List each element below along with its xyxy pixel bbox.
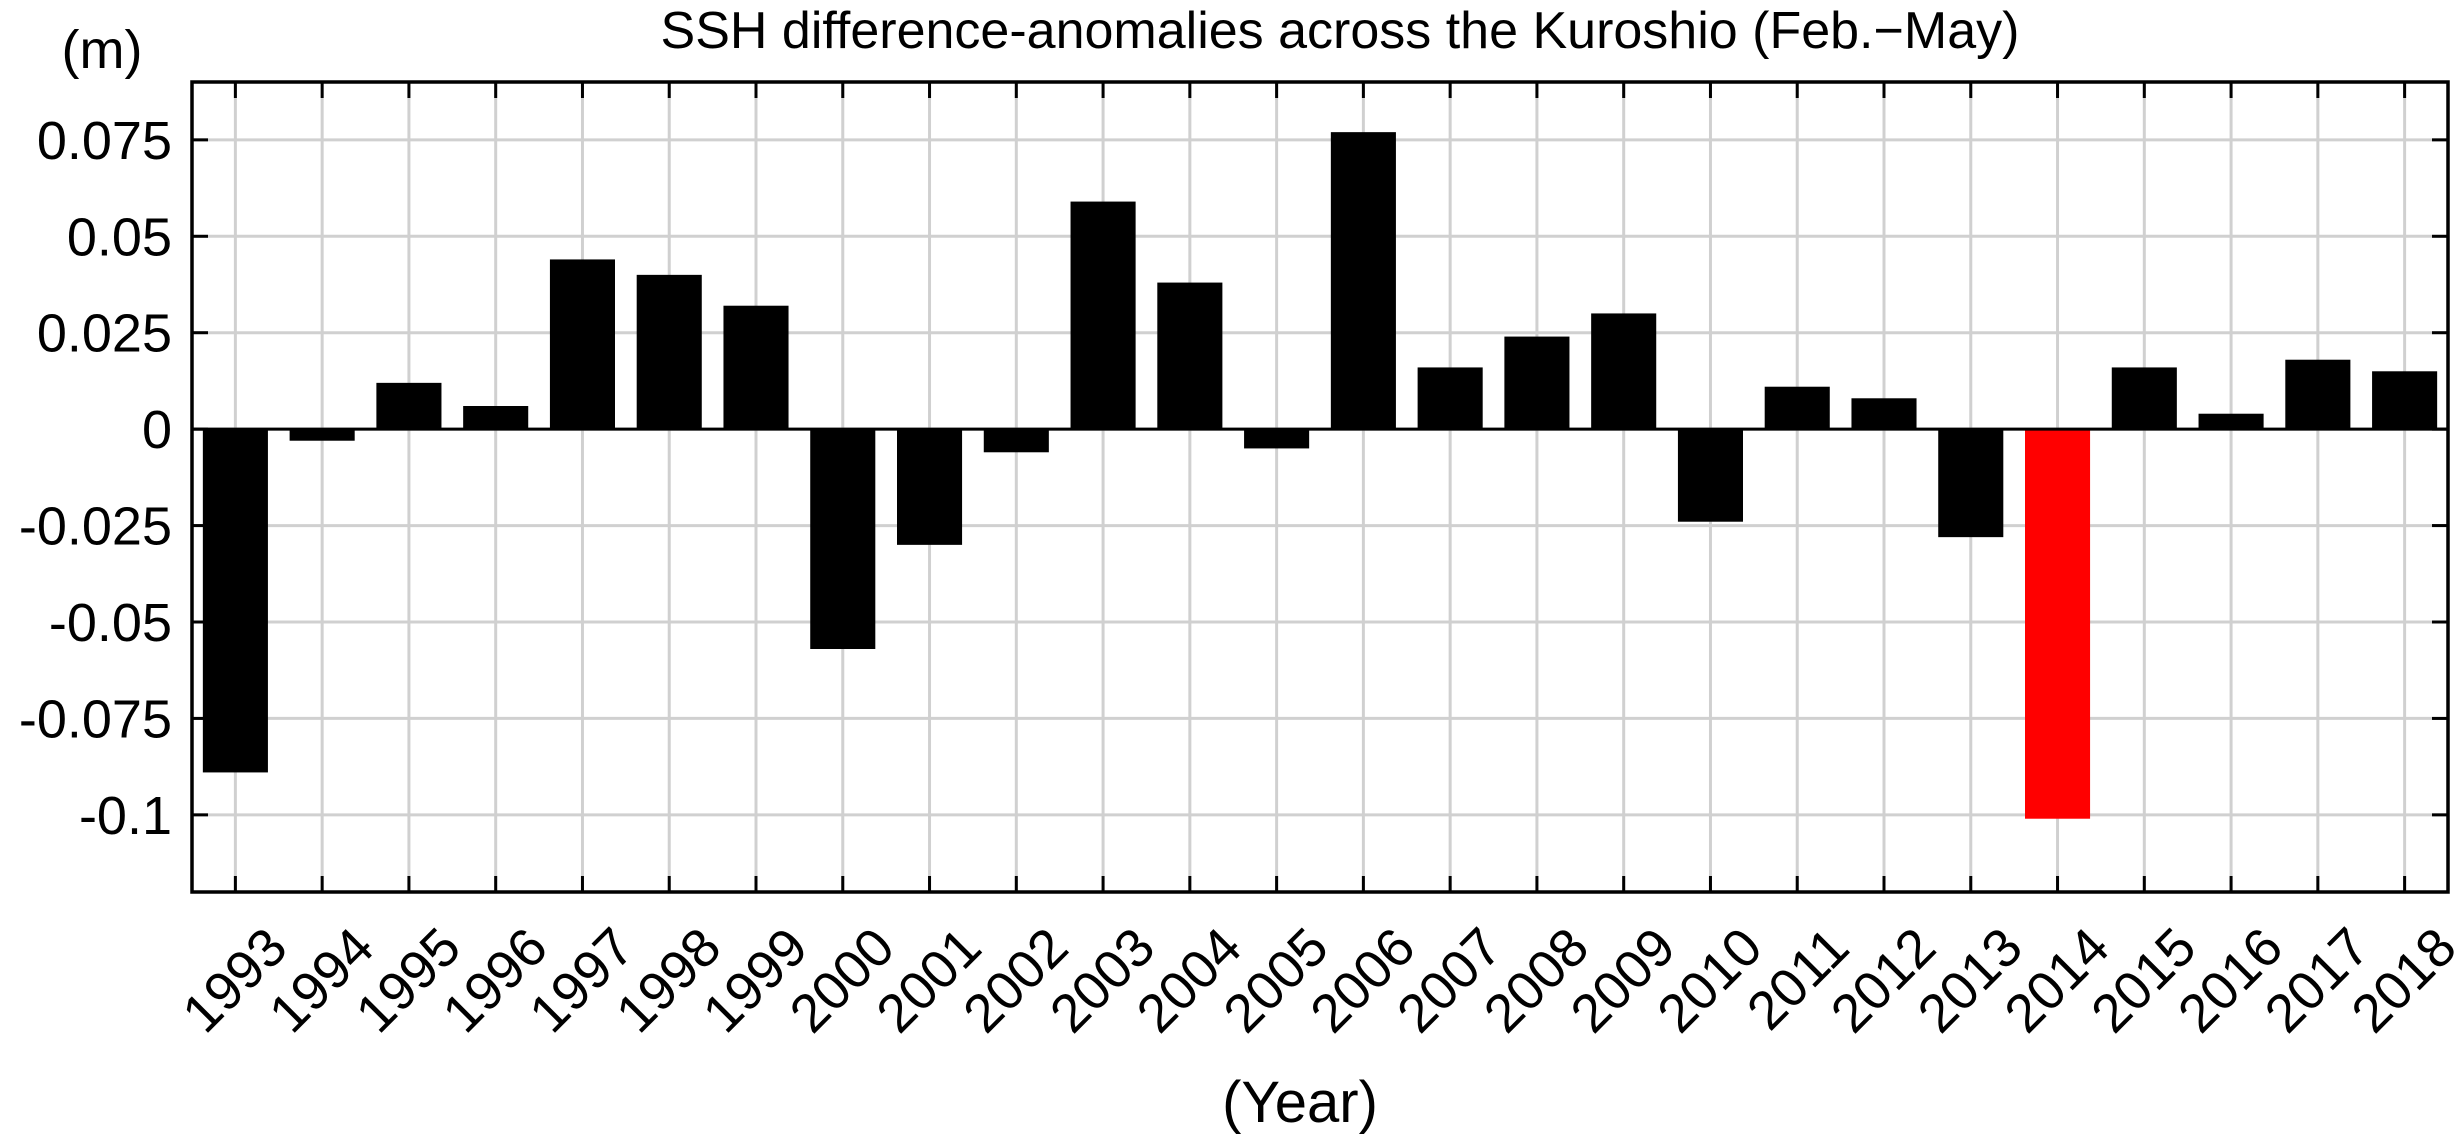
y-tick-label: 0.075 (37, 111, 172, 171)
bar-2017 (2285, 359, 2351, 430)
bar-2012 (1851, 398, 1917, 430)
y-tick-label: 0.025 (37, 304, 172, 364)
bars (202, 132, 2438, 819)
bar-2006 (1330, 132, 1396, 430)
chart-title: SSH difference-anomalies across the Kuro… (661, 2, 2020, 60)
bar-2018 (2372, 371, 2438, 430)
bar-1998 (636, 274, 702, 430)
bar-2007 (1417, 367, 1483, 430)
bar-2009 (1591, 313, 1657, 430)
bar-2015 (2111, 367, 2177, 430)
y-tick-label: -0.1 (79, 786, 172, 846)
axes (190, 80, 2450, 894)
y-axis-unit-label: (m) (62, 20, 143, 80)
bar-1995 (376, 382, 442, 430)
bar-2014 (2025, 429, 2091, 819)
x-axis-title: (Year) (1222, 1070, 1378, 1135)
bar-2013 (1938, 429, 2004, 538)
bar-1997 (549, 259, 615, 430)
bar-2010 (1677, 429, 1743, 522)
bar-2011 (1764, 386, 1830, 430)
tick-marks (192, 82, 2448, 892)
plot-frame (190, 80, 2450, 894)
y-tick-label: 0 (142, 400, 172, 460)
bar-2001 (897, 429, 963, 545)
y-tick-label: -0.075 (19, 689, 172, 749)
y-tick-label: -0.05 (49, 593, 172, 653)
y-tick-label: -0.025 (19, 497, 172, 557)
bar-1993 (202, 429, 268, 773)
bar-2004 (1157, 282, 1223, 430)
bar-2003 (1070, 201, 1136, 430)
bar-2002 (983, 429, 1049, 453)
bar-1999 (723, 305, 789, 430)
bar-2008 (1504, 336, 1570, 430)
bar-2000 (810, 429, 876, 649)
x-tick-labels: 1993199419951996199719981999200020012002… (171, 917, 2456, 1044)
bar-2016 (2198, 413, 2264, 430)
y-tick-labels: 0.075 0.05 0.025 0 -0.025 -0.05 -0.075 -0.1 (19, 111, 172, 846)
bar-2005 (1244, 429, 1310, 449)
grid-lines (192, 82, 2448, 892)
bar-1996 (463, 406, 529, 430)
y-tick-label: 0.05 (67, 207, 172, 267)
bar-1994 (289, 429, 355, 441)
